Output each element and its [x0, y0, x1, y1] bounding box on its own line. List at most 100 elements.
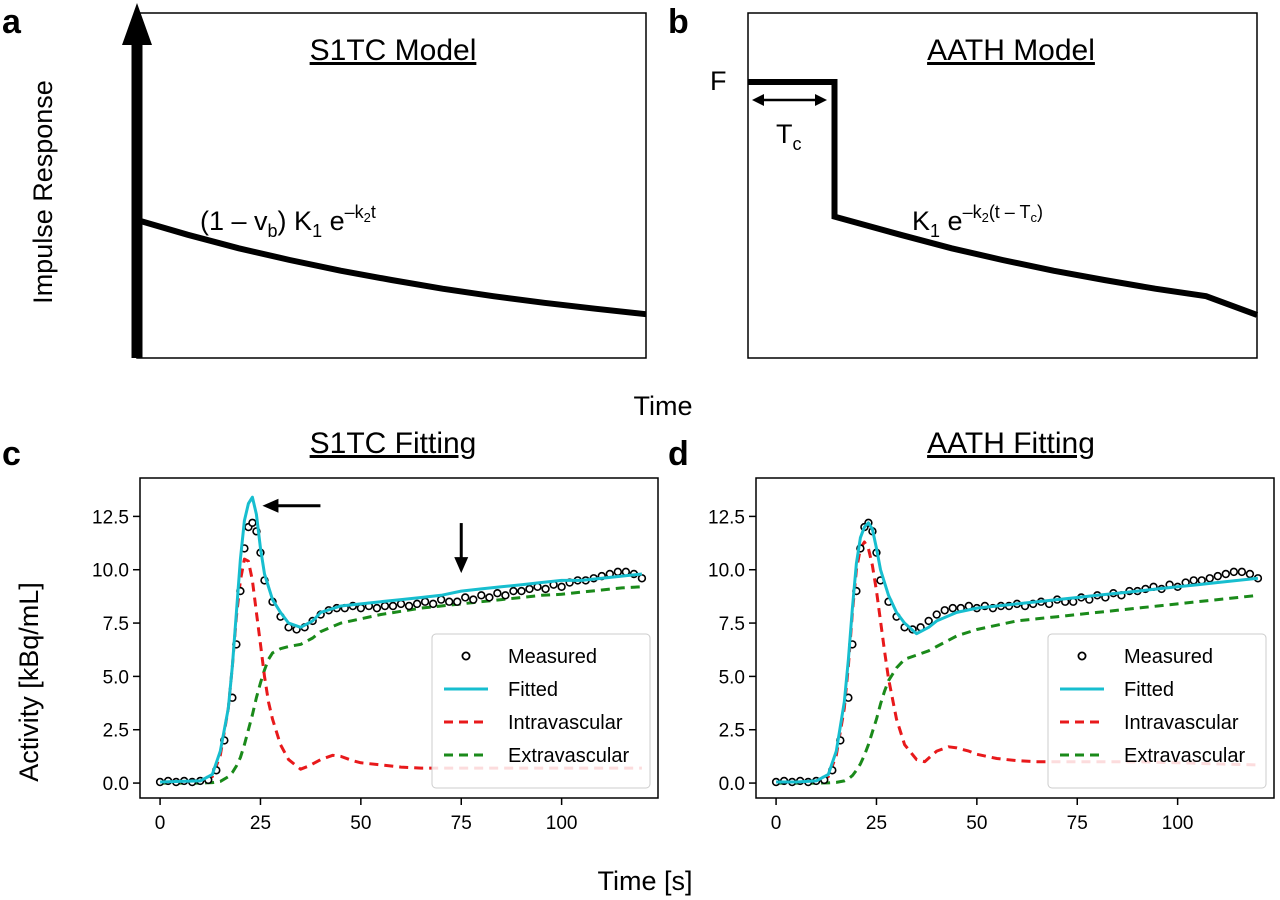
- c-extravascular-line: [160, 585, 642, 785]
- c-legend-intravascular-label: Intravascular: [508, 712, 623, 734]
- panel-c-legend: Measured Fitted Intravascular Extravascular: [431, 633, 651, 789]
- panel-b-title: AATH Model: [927, 34, 1095, 67]
- d-fitted-line: [776, 521, 1259, 784]
- panel-b-equation: K1 e–k2(t – Tc): [912, 202, 1043, 241]
- c-measured-point: [493, 588, 502, 598]
- d-legend-extravascular-label: Extravascular: [1124, 745, 1245, 767]
- eq-b-p2-sup: –k: [963, 202, 983, 222]
- c-measured-point: [412, 599, 422, 609]
- c-measured-point: [436, 595, 446, 604]
- panel-c-plot: 0 25 50 75 100 0.0 2.5 5.0 7.5 10.0 12.5: [92, 495, 647, 834]
- eq-a-p2-sub: 1: [312, 221, 322, 241]
- c-measured-point: [461, 593, 470, 602]
- panel-c-frame: [139, 477, 659, 799]
- panel-letter-a: a: [2, 3, 22, 41]
- panel-a-title: S1TC Model: [310, 34, 477, 67]
- tc-label-sub: c: [793, 134, 802, 154]
- tc-arrow: [752, 94, 827, 106]
- d-measured-point: [1245, 569, 1255, 579]
- c-plateau-arrow-head: [454, 557, 469, 574]
- c-peak-arrow-head: [262, 498, 279, 513]
- d-legend-measured-label: Measured: [1124, 646, 1213, 668]
- c-measured-point: [557, 582, 566, 591]
- c-measured-point: [356, 603, 366, 613]
- d-measured-point: [924, 616, 933, 626]
- tc-label: Tc: [776, 119, 802, 154]
- panel-letter-d: d: [668, 435, 689, 473]
- eq-b-p2: e: [940, 206, 963, 236]
- d-extravascular-line: [776, 593, 1259, 785]
- c-measured-point: [637, 574, 647, 583]
- d-measured-point: [1221, 569, 1231, 579]
- d-measured-point: [940, 606, 949, 615]
- d-ytick-label: 7.5: [719, 614, 745, 635]
- delta-impulse-arrowhead: [122, 3, 152, 45]
- c-measured-point: [404, 601, 414, 611]
- panel-d-title: AATH Fitting: [927, 427, 1095, 460]
- eq-a-p3-sup-sub: 2: [364, 210, 371, 225]
- b-impulse-response-curve: [748, 79, 1259, 318]
- c-measured-point: [420, 597, 430, 606]
- eq-b-p2-sup-sub2: c: [1031, 210, 1038, 225]
- top-xlabel: Time: [634, 391, 693, 421]
- panel-a-equation: (1 – vb) K1 e–k2t: [200, 202, 376, 241]
- c-ytick-label: 7.5: [103, 614, 129, 635]
- eq-a-p3-sup: –k: [345, 202, 365, 222]
- panel-a-marks: [122, 3, 647, 358]
- c-legend-box: [431, 633, 651, 789]
- d-legend-fitted-label: Fitted: [1124, 679, 1174, 701]
- panel-d-plot: 0 25 50 75 100 0.0 2.5 5.0 7.5 10.0 12.5: [708, 507, 1263, 834]
- c-measured-point: [509, 586, 518, 596]
- c-measured-point: [428, 599, 438, 609]
- eq-b-p2-sup-sub: 2: [982, 210, 989, 225]
- d-xtick-label: 75: [1067, 813, 1088, 834]
- c-measured-point: [485, 593, 494, 602]
- tc-arrow-head-right: [815, 94, 827, 106]
- c-legend-measured-label: Measured: [508, 646, 597, 668]
- c-ytick-label: 10.0: [92, 561, 129, 582]
- d-measured-point: [1237, 567, 1247, 577]
- c-measured-point: [444, 597, 454, 606]
- bottom-xlabel: Time [s]: [597, 866, 692, 896]
- c-measured-point: [453, 597, 462, 606]
- panel-d-frame: [755, 477, 1275, 799]
- c-measured-point: [541, 584, 550, 594]
- eq-b-p2-sup-end: ): [1037, 202, 1043, 222]
- panel-d: AATH Fitting 0 25 50 75 100 0.0 2.5 5.0 7.5 10.0 1…: [708, 427, 1275, 834]
- panel-d-legend: Measured Fitted Intravascular Extravascular: [1047, 633, 1267, 789]
- d-ytick-label: 10.0: [708, 561, 745, 582]
- c-ytick-label: 0.0: [103, 774, 129, 795]
- top-ylabel: Impulse Response: [28, 80, 58, 304]
- c-measured-point: [525, 584, 534, 594]
- d-measured-point: [1213, 571, 1222, 581]
- d-ytick-label: 12.5: [708, 507, 745, 528]
- panel-b-marks: [748, 79, 1259, 318]
- panel-c-title: S1TC Fitting: [310, 427, 477, 460]
- eq-a-p1-sub: b: [268, 221, 278, 241]
- c-measured-point: [517, 586, 526, 596]
- tc-arrow-head-left: [752, 94, 764, 106]
- eq-b-p2-sup-tail: (t – T: [989, 202, 1031, 222]
- d-measured-point: [932, 610, 941, 619]
- c-measured-point: [396, 599, 406, 609]
- c-measured-point: [372, 603, 382, 613]
- c-xtick-label: 0: [155, 813, 166, 834]
- panel-letter-c: c: [2, 435, 21, 473]
- d-ytick-label: 2.5: [719, 721, 745, 742]
- panel-a: S1TC Model (1 – vb) K1 e–k2t: [122, 3, 647, 359]
- c-measured-point: [501, 591, 510, 600]
- bottom-ylabel: Activity [kBq/mL]: [14, 582, 44, 782]
- d-measured-point: [948, 603, 957, 613]
- d-measured-point: [1189, 576, 1198, 585]
- eq-b-p1: K: [912, 206, 930, 236]
- eq-a-p2: ) K: [278, 206, 313, 236]
- d-xtick-label: 50: [966, 813, 987, 834]
- c-xtick-label: 50: [350, 813, 371, 834]
- c-measured-point: [380, 601, 390, 611]
- d-legend-intravascular-label: Intravascular: [1124, 712, 1239, 734]
- panel-b-frame: [747, 12, 1258, 359]
- c-xtick-label: 75: [451, 813, 472, 834]
- tc-label-main: T: [776, 119, 793, 149]
- d-measured-point: [1229, 567, 1239, 577]
